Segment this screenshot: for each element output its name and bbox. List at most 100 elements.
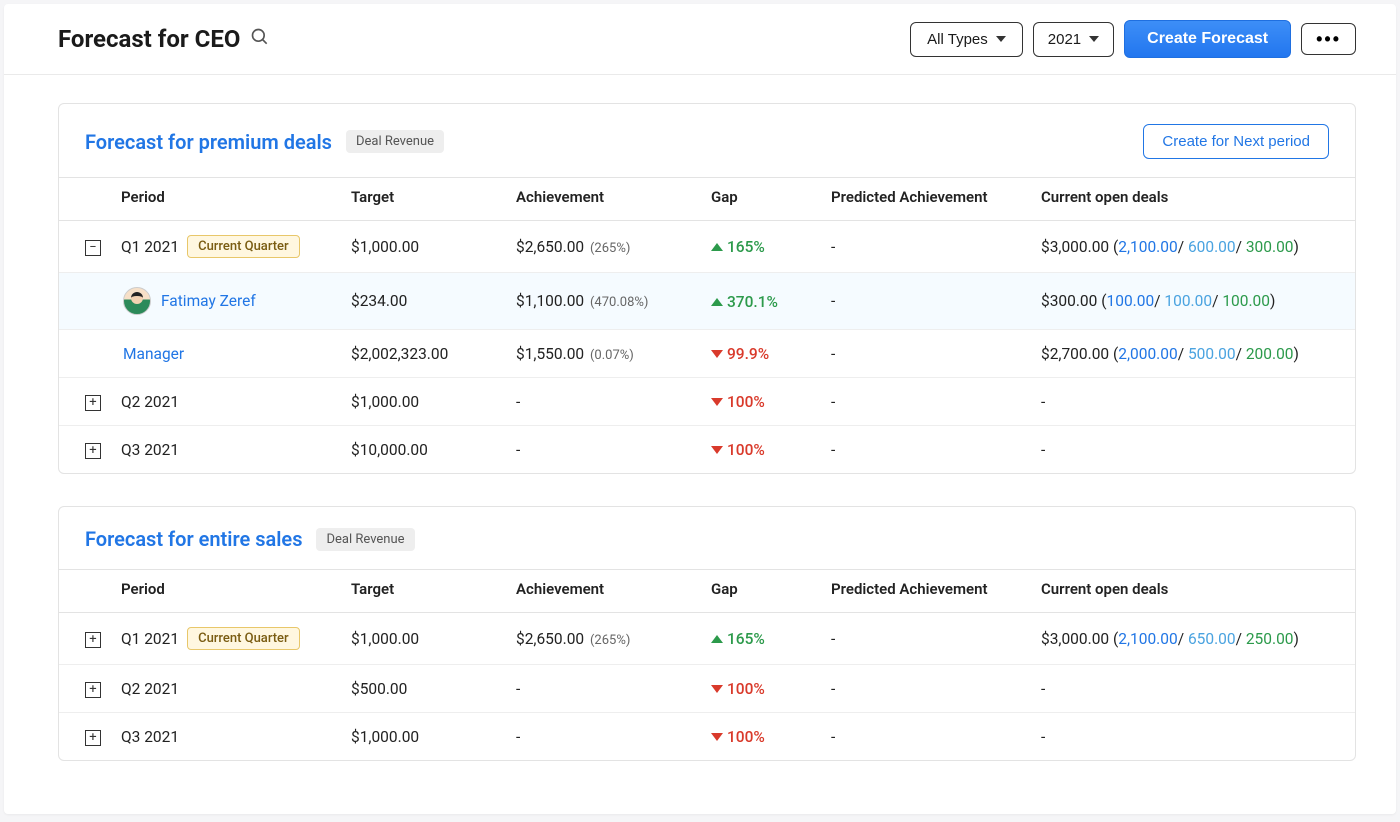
period-label: Q1 2021 [121,630,179,648]
card-tag: Deal Revenue [316,528,414,551]
card-title-link[interactable]: Forecast for premium deals [85,130,332,154]
table-row: + Q3 2021 $10,000.00 - 100% - - [59,426,1355,474]
col-gap: Gap [703,570,823,613]
triangle-up-icon [711,635,723,643]
target-value: $1,000.00 [343,713,508,761]
achievement-value: $1,100.00 [516,292,584,310]
expand-icon[interactable]: + [85,682,101,698]
col-period: Period [113,178,343,221]
create-forecast-button[interactable]: Create Forecast [1124,20,1291,58]
gap-up: 370.1% [711,293,778,311]
triangle-down-icon [711,350,723,358]
more-actions-button[interactable]: ••• [1301,23,1356,55]
chevron-down-icon [996,36,1006,42]
manager-link[interactable]: Manager [123,345,184,363]
achievement-pct: (265%) [590,633,630,648]
page-header: Forecast for CEO All Types 2021 Create F… [4,4,1396,75]
gap-down: 100% [711,393,765,411]
achievement-value: $2,650.00 [516,238,584,256]
forecast-card-premium: Forecast for premium deals Deal Revenue … [58,103,1356,474]
triangle-up-icon [711,298,723,306]
card-tag: Deal Revenue [346,130,444,153]
target-value: $234.00 [343,273,508,330]
expand-icon[interactable]: + [85,395,101,411]
table-row: + Q2 2021 $1,000.00 - 100% - - [59,378,1355,426]
table-row: + Q2 2021 $500.00 - 100% - - [59,665,1355,713]
page-title-text: Forecast for CEO [58,25,240,53]
period-label: Q2 2021 [113,665,343,713]
expand-icon[interactable]: + [85,632,101,648]
gap-down: 99.9% [711,345,769,363]
chevron-down-icon [1089,36,1099,42]
predicted-value: - [823,713,1033,761]
triangle-down-icon [711,398,723,406]
achievement-value: - [508,378,703,426]
period-label: Q2 2021 [113,378,343,426]
gap-down: 100% [711,680,765,698]
period-label: Q3 2021 [113,426,343,474]
predicted-value: - [823,221,1033,273]
achievement-value: - [508,713,703,761]
triangle-down-icon [711,446,723,454]
target-value: $1,000.00 [343,221,508,273]
triangle-down-icon [711,733,723,741]
col-target: Target [343,570,508,613]
forecast-table-premium: Period Target Achievement Gap Predicted … [59,177,1355,473]
achievement-value: $2,650.00 [516,630,584,648]
table-row: + Q1 2021 Current Quarter $1,000.00 $2,6… [59,613,1355,665]
search-icon[interactable] [250,25,270,53]
open-deals-value: $3,000.00 (2,100.00/ 600.00/ 300.00) [1033,221,1355,273]
achievement-value: $1,550.00 [516,345,584,363]
page-title: Forecast for CEO [58,25,270,53]
achievement-pct: (265%) [590,241,630,256]
col-period: Period [113,570,343,613]
triangle-down-icon [711,685,723,693]
col-predicted: Predicted Achievement [823,178,1033,221]
triangle-up-icon [711,243,723,251]
current-quarter-badge: Current Quarter [187,235,300,258]
target-value: $10,000.00 [343,426,508,474]
gap-down: 100% [711,728,765,746]
target-value: $2,002,323.00 [343,330,508,378]
forecast-card-entire-sales: Forecast for entire sales Deal Revenue P… [58,506,1356,761]
card-title-link[interactable]: Forecast for entire sales [85,527,302,551]
predicted-value: - [823,273,1033,330]
target-value: $500.00 [343,665,508,713]
achievement-pct: (470.08%) [590,295,648,310]
col-gap: Gap [703,178,823,221]
col-target: Target [343,178,508,221]
predicted-value: - [823,426,1033,474]
predicted-value: - [823,613,1033,665]
table-sub-row-manager: Manager $2,002,323.00 $1,550.00 (0.07%) … [59,330,1355,378]
predicted-value: - [823,378,1033,426]
filter-year-dropdown[interactable]: 2021 [1033,22,1114,57]
avatar [123,287,151,315]
target-value: $1,000.00 [343,378,508,426]
predicted-value: - [823,665,1033,713]
user-link[interactable]: Fatimay Zeref [161,292,256,310]
open-deals-value: - [1033,378,1355,426]
achievement-value: - [508,426,703,474]
open-deals-value: $300.00 (100.00/ 100.00/ 100.00) [1033,273,1355,330]
col-predicted: Predicted Achievement [823,570,1033,613]
open-deals-value: $2,700.00 (2,000.00/ 500.00/ 200.00) [1033,330,1355,378]
col-achievement: Achievement [508,178,703,221]
expand-icon[interactable]: + [85,443,101,459]
target-value: $1,000.00 [343,613,508,665]
collapse-icon[interactable]: − [85,240,101,256]
expand-icon[interactable]: + [85,730,101,746]
open-deals-value: - [1033,426,1355,474]
open-deals-value: - [1033,713,1355,761]
col-open-deals: Current open deals [1033,178,1355,221]
open-deals-value: $3,000.00 (2,100.00/ 650.00/ 250.00) [1033,613,1355,665]
col-open-deals: Current open deals [1033,570,1355,613]
table-sub-row-user: Fatimay Zeref $234.00 $1,100.00 (470.08%… [59,273,1355,330]
filter-type-label: All Types [927,31,988,48]
filter-type-dropdown[interactable]: All Types [910,22,1023,57]
forecast-table-entire: Period Target Achievement Gap Predicted … [59,569,1355,760]
create-next-period-button[interactable]: Create for Next period [1143,124,1329,159]
gap-up: 165% [711,238,765,256]
achievement-pct: (0.07%) [590,348,634,363]
table-row: − Q1 2021 Current Quarter $1,000.00 $2,6… [59,221,1355,273]
table-row: + Q3 2021 $1,000.00 - 100% - - [59,713,1355,761]
